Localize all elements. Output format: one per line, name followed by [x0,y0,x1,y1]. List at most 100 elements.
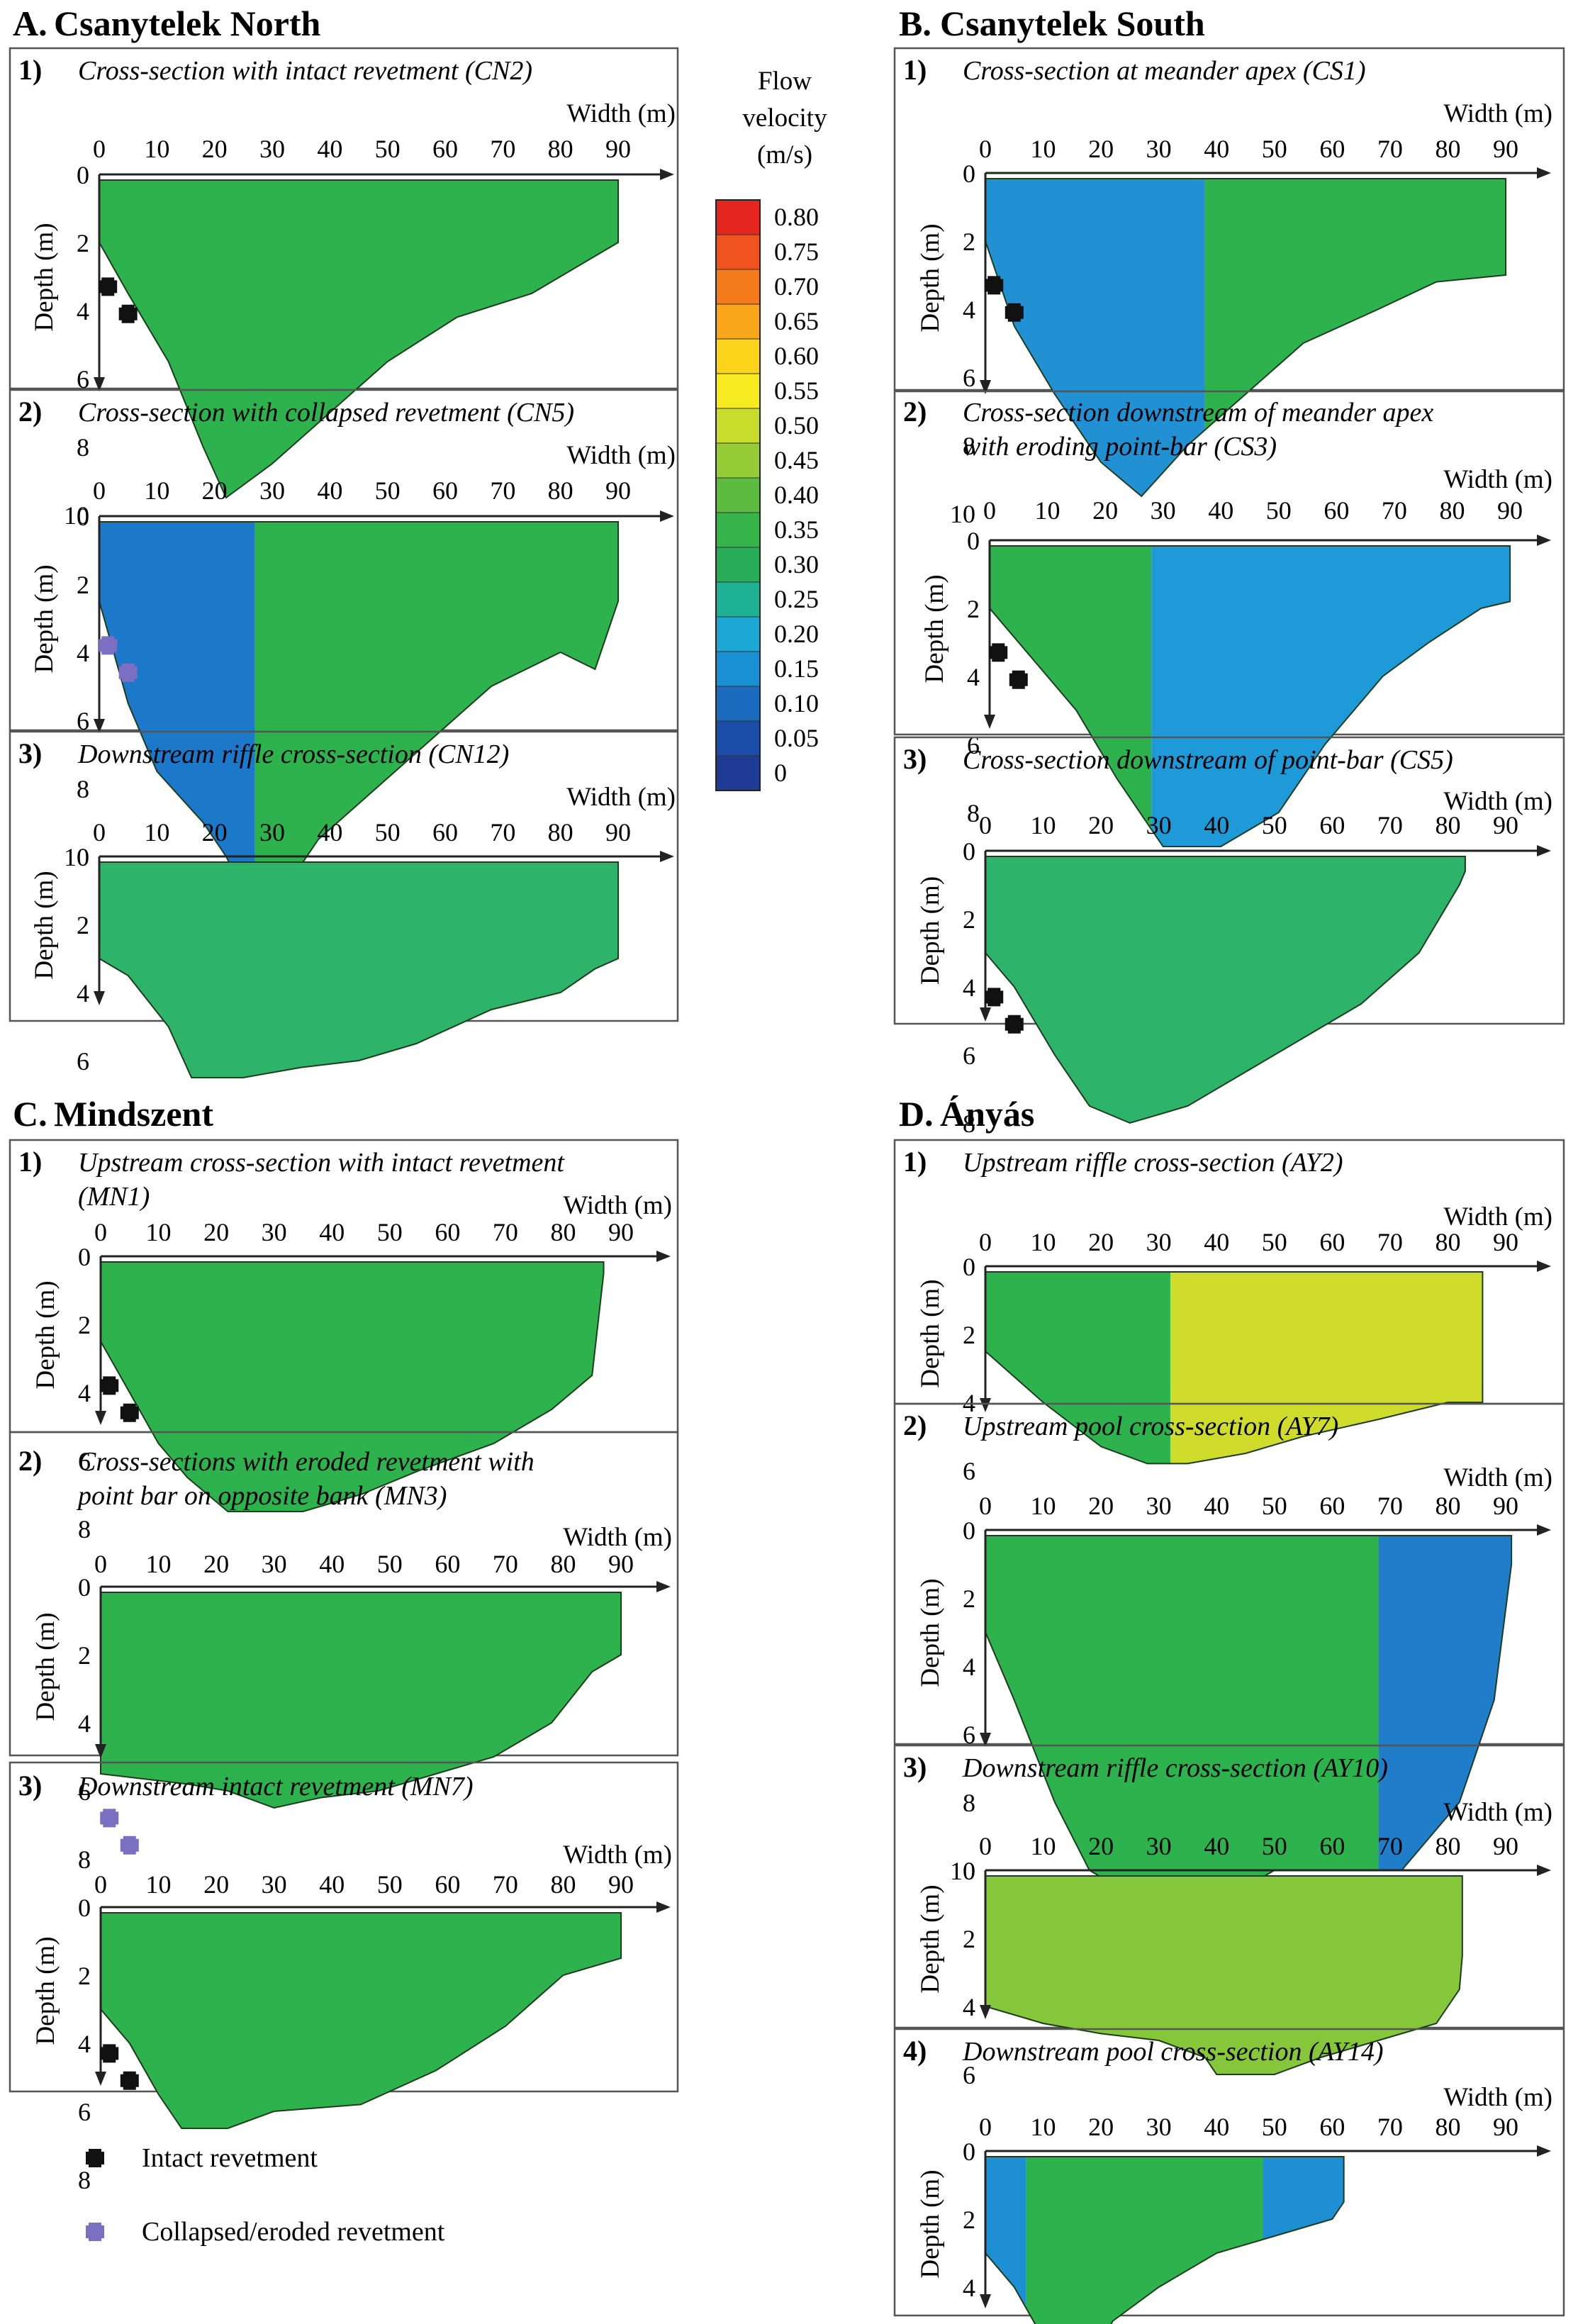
y-tick-label: 2 [967,595,980,623]
revetment-marker [100,1809,119,1828]
velocity-field [985,1272,1483,1464]
velocity-zone [990,546,1152,847]
y-axis-arrow [95,2072,106,2086]
panel: 2) Cross-sections with eroded revetment w… [9,1431,679,1874]
section-letter: C. [13,1094,47,1134]
x-tick-label: 10 [144,476,169,505]
panel-title: Downstream riffle cross-section (AY10) [962,1753,1388,1783]
colorbar-swatch [715,686,761,722]
x-tick-label: 20 [203,1550,229,1578]
x-tick-label: 70 [1377,1492,1403,1520]
section-letter: A. [13,4,47,43]
x-tick-label: 30 [259,818,285,847]
x-tick-label: 20 [1088,2113,1114,2141]
y-tick-label: 0 [77,161,89,189]
x-axis-title: Width (m) [1443,1202,1552,1231]
section-title: Ányás [940,1094,1034,1134]
x-axis-arrow [1537,167,1551,179]
y-tick-label: 2 [78,1962,91,1990]
x-tick-label: 60 [432,818,458,847]
cross-section-outline [100,1592,622,1809]
revetment-marker [1009,670,1028,689]
velocity-zone [101,1262,604,1512]
x-tick-label: 20 [1088,1832,1114,1860]
x-tick-label: 50 [377,1870,403,1899]
x-tick-label: 60 [432,476,458,505]
x-tick-label: 70 [1377,1228,1403,1256]
x-tick-label: 0 [94,1550,107,1578]
colorbar-tick-label: 0.05 [774,724,819,752]
velocity-field [985,1876,1462,2074]
legend-label: Intact revetment [142,2143,318,2173]
x-tick-label: 70 [490,476,515,505]
colorbar-swatch [715,651,761,687]
y-tick-label: 8 [78,2166,91,2194]
panel-title: Cross-sections with eroded revetment wit… [78,1447,535,1477]
velocity-zone [101,1592,621,1808]
colorbar-tick-label: 0.70 [774,272,819,301]
y-tick-label: 4 [967,663,980,691]
x-tick-label: 50 [1262,1228,1287,1256]
panel: 1) Cross-section with intact revetment (C… [9,47,679,530]
panel-number: 2) [18,396,42,428]
colorbar-tick-label: 0.25 [774,585,819,613]
x-tick-label: 30 [1146,135,1172,163]
x-tick-label: 40 [1204,1228,1229,1256]
y-tick-label: 2 [963,228,975,256]
section-3: C. Mindszent 1) Upstream cross-section with… [9,1094,679,2194]
y-tick-label: 8 [967,799,980,827]
y-tick-label: 0 [78,1243,91,1271]
x-tick-label: 40 [317,818,342,847]
panel-title: (MN1) [78,1182,150,1212]
revetment-marker [1005,303,1024,322]
x-tick-label: 80 [1435,811,1460,839]
panel-number: 1) [18,54,42,86]
y-axis-title: Depth (m) [916,1578,945,1687]
velocity-zone [985,856,1465,1123]
section-title: Csanytelek South [940,4,1205,43]
x-tick-label: 0 [979,811,992,839]
x-tick-label: 40 [319,1870,345,1899]
revetment-marker [985,988,1004,1007]
revetment-marker [120,2071,139,2090]
x-axis-title: Width (m) [566,441,676,470]
cross-section-outline [99,521,619,891]
x-tick-label: 90 [1493,811,1518,839]
x-axis-arrow [656,1251,671,1262]
y-axis-title: Depth (m) [920,574,949,683]
x-tick-label: 70 [1377,811,1403,839]
x-tick-label: 10 [1031,811,1056,839]
cross-section-outline [989,545,1511,847]
x-tick-label: 30 [1146,811,1172,839]
y-tick-label: 4 [963,296,975,324]
x-axis-arrow [1537,1524,1551,1536]
revetment-marker [99,277,118,296]
x-tick-label: 80 [550,1218,576,1246]
revetment-marker [120,1836,139,1855]
y-axis-arrow [980,1007,991,1022]
panel-frame [893,2028,1565,2317]
colorbar-swatch [715,547,761,583]
velocity-field [985,2157,1344,2324]
y-tick-label: 4 [77,979,89,1007]
colorbar-tick-label: 0.80 [774,203,819,231]
x-tick-label: 10 [146,1218,172,1246]
colorbar-tick-label: 0.60 [774,342,819,370]
panel-number: 2) [903,396,927,428]
x-tick-label: 30 [1146,1228,1172,1256]
x-tick-label: 60 [1319,1832,1345,1860]
y-tick-label: 4 [78,1709,91,1738]
colorbar-swatch [715,512,761,548]
panel-title: Cross-section downstream of point-bar (C… [963,745,1453,775]
cross-section-outline [100,1912,622,2129]
x-tick-label: 0 [979,1832,992,1860]
x-tick-label: 20 [202,135,228,163]
y-tick-label: 2 [963,1321,975,1349]
colorbar-swatch [715,408,761,444]
y-axis-arrow [980,2294,991,2308]
y-tick-label: 4 [78,1379,91,1407]
y-tick-label: 4 [77,639,89,667]
x-tick-label: 20 [1088,811,1114,839]
colorbar-tick-label: 0.15 [774,654,819,683]
y-axis-arrow [980,380,991,394]
